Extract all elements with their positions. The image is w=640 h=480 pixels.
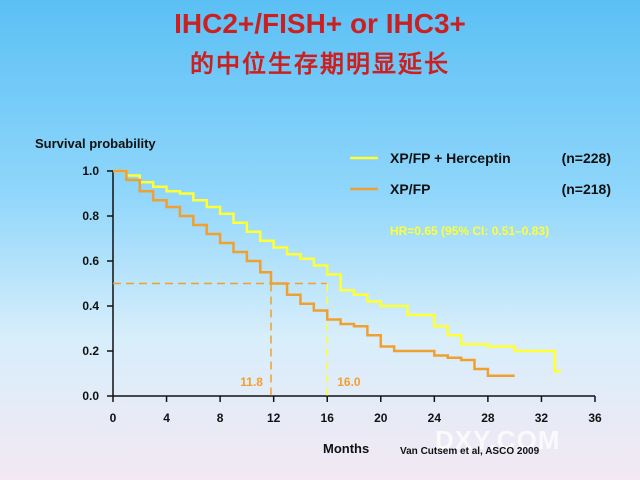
legend-label: XP/FP (390, 181, 430, 197)
x-tick-label: 0 (110, 411, 117, 425)
y-tick-label: 0.0 (82, 389, 99, 403)
median-label: 11.8 (240, 375, 263, 389)
y-tick-label: 0.8 (82, 209, 99, 223)
x-tick-label: 16 (321, 411, 335, 425)
hazard-ratio-text: HR=0.65 (95% CI: 0.51–0.83) (390, 224, 549, 238)
x-tick-label: 12 (267, 411, 281, 425)
legend-count: (n=218) (562, 181, 611, 197)
x-tick-label: 36 (588, 411, 602, 425)
x-tick-label: 32 (535, 411, 549, 425)
x-tick-label: 20 (374, 411, 388, 425)
y-tick-label: 1.0 (82, 164, 99, 178)
median-label: 16.0 (337, 375, 361, 389)
x-tick-label: 4 (163, 411, 170, 425)
y-tick-label: 0.4 (82, 299, 99, 313)
chart-title: IHC2+/FISH+ or IHC3+ (174, 8, 466, 39)
x-tick-label: 24 (428, 411, 442, 425)
y-tick-label: 0.6 (82, 254, 99, 268)
series-line (113, 169, 562, 373)
watermark: DXY.COM (435, 425, 561, 455)
x-tick-label: 8 (217, 411, 224, 425)
y-tick-label: 0.2 (82, 344, 99, 358)
legend-label: XP/FP + Herceptin (390, 150, 511, 166)
x-axis-label: Months (323, 441, 369, 456)
x-tick-label: 28 (481, 411, 495, 425)
series-line (113, 169, 515, 377)
y-axis-label: Survival probability (35, 136, 156, 151)
chart-subtitle: 的中位生存期明显延长 (190, 51, 450, 78)
citation-text: Van Cutsem et al, ASCO 2009 (400, 446, 540, 457)
legend-count: (n=228) (562, 150, 611, 166)
